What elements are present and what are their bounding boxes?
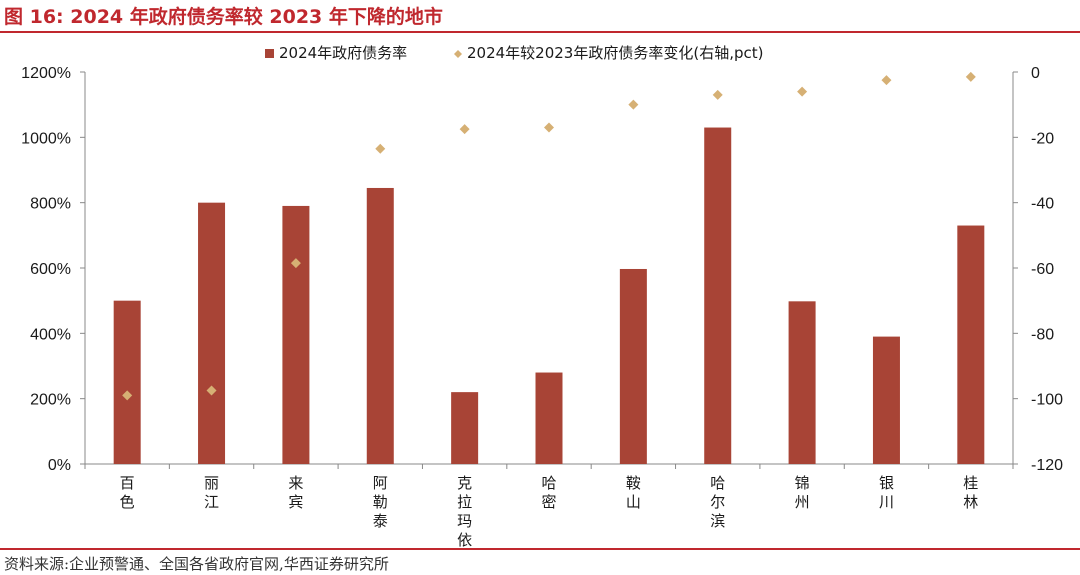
source-note: 资料来源:企业预警通、全国各省政府官网,华西证券研究所	[4, 555, 389, 573]
marker-桂林	[965, 71, 976, 82]
category-label: 来宾	[288, 474, 303, 511]
category-label: 克拉玛依	[457, 474, 472, 548]
marker-克拉玛依	[459, 124, 470, 135]
category-label: 丽江	[204, 474, 219, 511]
category-label: 哈尔滨	[710, 474, 725, 530]
legend-bar-label: 2024年政府债务率	[279, 44, 407, 62]
legend: 2024年政府债务率 2024年较2023年政府债务率变化(右轴,pct)	[265, 44, 763, 62]
header-rule	[0, 31, 1080, 33]
left-tick-label: 200%	[30, 392, 71, 409]
left-tick-label: 0%	[48, 457, 71, 474]
left-tick-label: 600%	[30, 261, 71, 278]
figure-title: 图 16: 2024 年政府债务率较 2023 年下降的地市	[4, 6, 443, 28]
right-tick-label: -100	[1031, 392, 1063, 409]
category-label: 桂林	[963, 474, 978, 511]
category-labels: 百色 丽江 来宾 阿勒泰 克拉玛依 哈密 鞍山 哈尔滨 锦州 银川 桂林	[120, 474, 979, 548]
bar-丽江	[198, 202, 226, 464]
footer-rule	[0, 548, 1080, 550]
bar-银川	[872, 336, 900, 464]
right-tick-label: -20	[1031, 130, 1054, 147]
bar-来宾	[282, 205, 310, 464]
right-tick-label: 0	[1031, 65, 1040, 82]
bar-哈密	[535, 372, 563, 464]
left-tick-label: 1000%	[21, 130, 71, 147]
left-tick-label: 400%	[30, 326, 71, 343]
marker-series	[122, 71, 976, 401]
bar-series	[113, 127, 985, 465]
category-label: 哈密	[541, 474, 556, 511]
marker-阿勒泰	[375, 143, 386, 154]
bar-鞍山	[619, 268, 647, 464]
bar-阿勒泰	[366, 187, 394, 464]
figure-header: 图 16: 2024 年政府债务率较 2023 年下降的地市	[0, 0, 1080, 32]
legend-marker-swatch	[454, 50, 462, 58]
marker-锦州	[797, 86, 808, 97]
marker-百色	[122, 390, 133, 401]
category-label: 银川	[879, 474, 894, 511]
marker-丽江	[206, 385, 217, 396]
right-tick-label: -60	[1031, 261, 1054, 278]
legend-marker-label: 2024年较2023年政府债务率变化(右轴,pct)	[467, 44, 763, 62]
left-tick-label: 800%	[30, 196, 71, 213]
bar-百色	[113, 300, 141, 464]
chart: 0% 200% 400% 600% 800% 1000% 1200% -120 -100 -80 -…	[21, 44, 1063, 548]
bar-哈尔滨	[704, 127, 732, 465]
marker-银川	[881, 75, 892, 86]
right-tick-label: -120	[1031, 457, 1063, 474]
marker-哈尔滨	[712, 89, 723, 100]
bar-锦州	[788, 301, 816, 464]
category-label: 阿勒泰	[373, 474, 388, 530]
marker-鞍山	[628, 99, 639, 110]
legend-bar-swatch	[265, 49, 274, 58]
left-tick-label: 1200%	[21, 65, 71, 82]
right-tick-label: -80	[1031, 326, 1054, 343]
category-label: 百色	[120, 474, 135, 511]
right-tick-label: -40	[1031, 196, 1054, 213]
bar-桂林	[957, 225, 985, 464]
marker-哈密	[544, 122, 554, 133]
bar-克拉玛依	[451, 392, 479, 464]
category-label: 鞍山	[626, 474, 641, 511]
category-label: 锦州	[795, 474, 810, 511]
marker-来宾	[290, 258, 301, 269]
